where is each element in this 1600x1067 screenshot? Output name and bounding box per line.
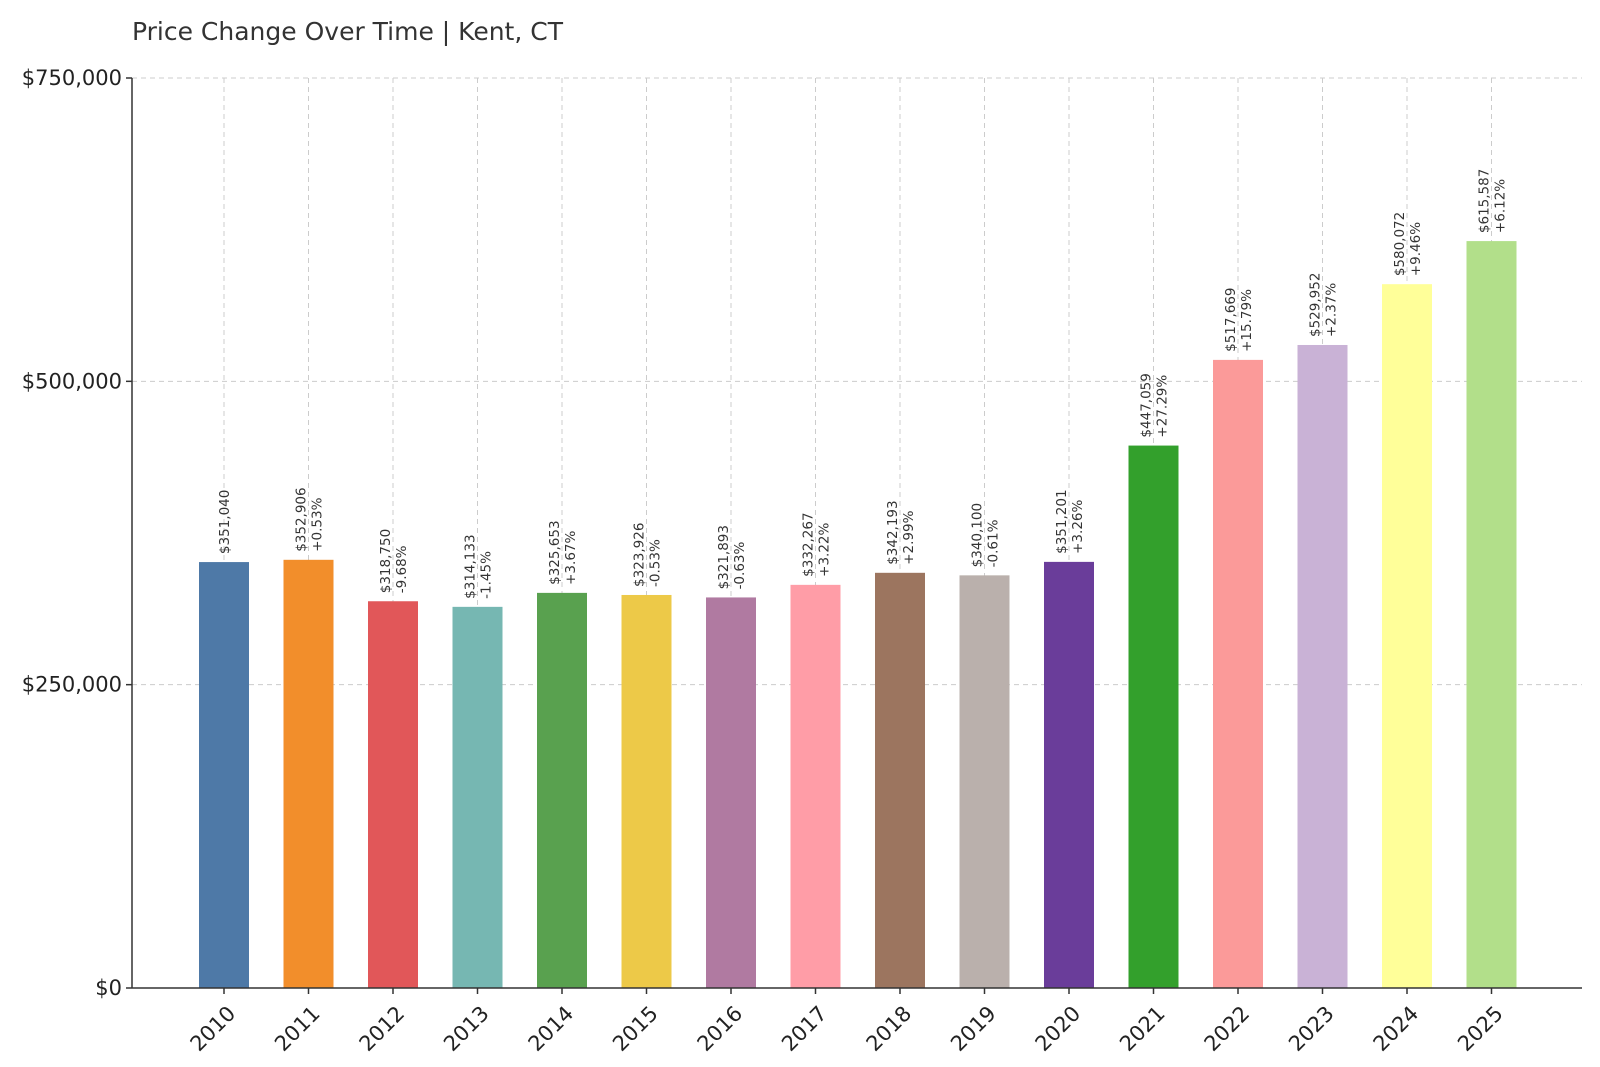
value-label: $517,669 bbox=[1223, 287, 1239, 351]
x-tick-label: 2019 bbox=[946, 1001, 1001, 1056]
x-tick-label: 2015 bbox=[608, 1001, 663, 1056]
bar-2012 bbox=[368, 601, 418, 988]
value-label: $580,072 bbox=[1392, 212, 1408, 276]
change-label: +3.22% bbox=[817, 522, 833, 576]
change-label: +15.79% bbox=[1239, 289, 1255, 352]
change-label: -9.68% bbox=[394, 545, 410, 593]
bar-2014 bbox=[537, 592, 587, 988]
value-label: $529,952 bbox=[1308, 273, 1324, 337]
bar-2023 bbox=[1297, 344, 1348, 988]
value-label: $340,100 bbox=[970, 503, 986, 567]
bar-2015 bbox=[621, 594, 672, 988]
value-label: $321,893 bbox=[716, 525, 732, 589]
bar-2013 bbox=[452, 606, 503, 988]
x-tick-label: 2013 bbox=[439, 1001, 494, 1056]
bar-2017 bbox=[790, 584, 841, 988]
x-tick-label: 2011 bbox=[270, 1001, 325, 1056]
y-tick-label: $0 bbox=[95, 976, 122, 1000]
change-label: -1.45% bbox=[479, 551, 495, 599]
bar-2010 bbox=[199, 562, 249, 988]
x-tick-label: 2017 bbox=[777, 1001, 832, 1056]
change-label: +2.37% bbox=[1324, 283, 1340, 337]
x-tick-label: 2021 bbox=[1115, 1001, 1170, 1056]
bars bbox=[199, 241, 1517, 988]
change-label: +0.53% bbox=[310, 497, 326, 551]
x-tick-label: 2010 bbox=[186, 1001, 241, 1056]
value-label: $332,267 bbox=[801, 512, 817, 576]
x-tick-label: 2025 bbox=[1453, 1001, 1508, 1056]
y-tick-label: $250,000 bbox=[22, 673, 122, 697]
bar-2022 bbox=[1213, 359, 1263, 988]
x-tick-label: 2024 bbox=[1369, 1001, 1424, 1056]
change-label: +2.99% bbox=[901, 510, 917, 564]
value-label: $447,059 bbox=[1139, 373, 1155, 437]
x-tick-label: 2014 bbox=[524, 1001, 579, 1056]
bar-2018 bbox=[875, 572, 925, 988]
chart-title: Price Change Over Time | Kent, CT bbox=[132, 17, 564, 46]
value-label: $352,906 bbox=[294, 487, 310, 551]
change-label: +9.46% bbox=[1408, 222, 1424, 276]
bar-2019 bbox=[959, 575, 1010, 988]
value-label: $351,040 bbox=[217, 490, 233, 554]
change-label: -0.63% bbox=[732, 542, 748, 590]
bar-2011 bbox=[283, 559, 334, 988]
bar-2024 bbox=[1382, 284, 1432, 988]
x-tick-label: 2020 bbox=[1031, 1001, 1086, 1056]
y-tick-label: $750,000 bbox=[22, 66, 122, 90]
y-tick-labels: $0 $250,000 $500,000 $750,000 bbox=[22, 66, 122, 1000]
value-label: $351,201 bbox=[1054, 489, 1070, 553]
value-label: $342,193 bbox=[885, 500, 901, 564]
change-label: -0.53% bbox=[648, 539, 664, 587]
bar-2020 bbox=[1044, 561, 1094, 988]
bar-2021 bbox=[1128, 445, 1179, 988]
bar-2025 bbox=[1466, 241, 1517, 988]
grid-lines bbox=[132, 77, 1582, 988]
x-tick-labels: 2010 2011 2012 2013 2014 2015 2016 2017 2018 2019… bbox=[186, 1001, 1508, 1056]
x-tick-label: 2023 bbox=[1284, 1001, 1339, 1056]
x-tick-label: 2022 bbox=[1200, 1001, 1255, 1056]
x-tick-label: 2016 bbox=[693, 1001, 748, 1056]
change-label: -0.61% bbox=[986, 519, 1002, 567]
y-tick-label: $500,000 bbox=[22, 369, 122, 393]
value-label: $314,133 bbox=[463, 534, 479, 598]
x-tick-label: 2018 bbox=[862, 1001, 917, 1056]
value-label: $615,587 bbox=[1477, 169, 1493, 233]
axes bbox=[126, 77, 1582, 994]
value-label: $325,653 bbox=[547, 520, 563, 584]
change-label: +3.26% bbox=[1070, 500, 1086, 554]
change-label: +27.29% bbox=[1155, 375, 1171, 438]
change-label: +6.12% bbox=[1493, 179, 1509, 233]
data-labels: $351,040 $352,906 +0.53% $318,750 -9.68% $314… bbox=[217, 169, 1509, 599]
change-label: +3.67% bbox=[563, 531, 579, 585]
x-tick-label: 2012 bbox=[355, 1001, 410, 1056]
bar-2016 bbox=[706, 597, 756, 988]
value-label: $318,750 bbox=[378, 529, 394, 593]
value-label: $323,926 bbox=[632, 523, 648, 587]
